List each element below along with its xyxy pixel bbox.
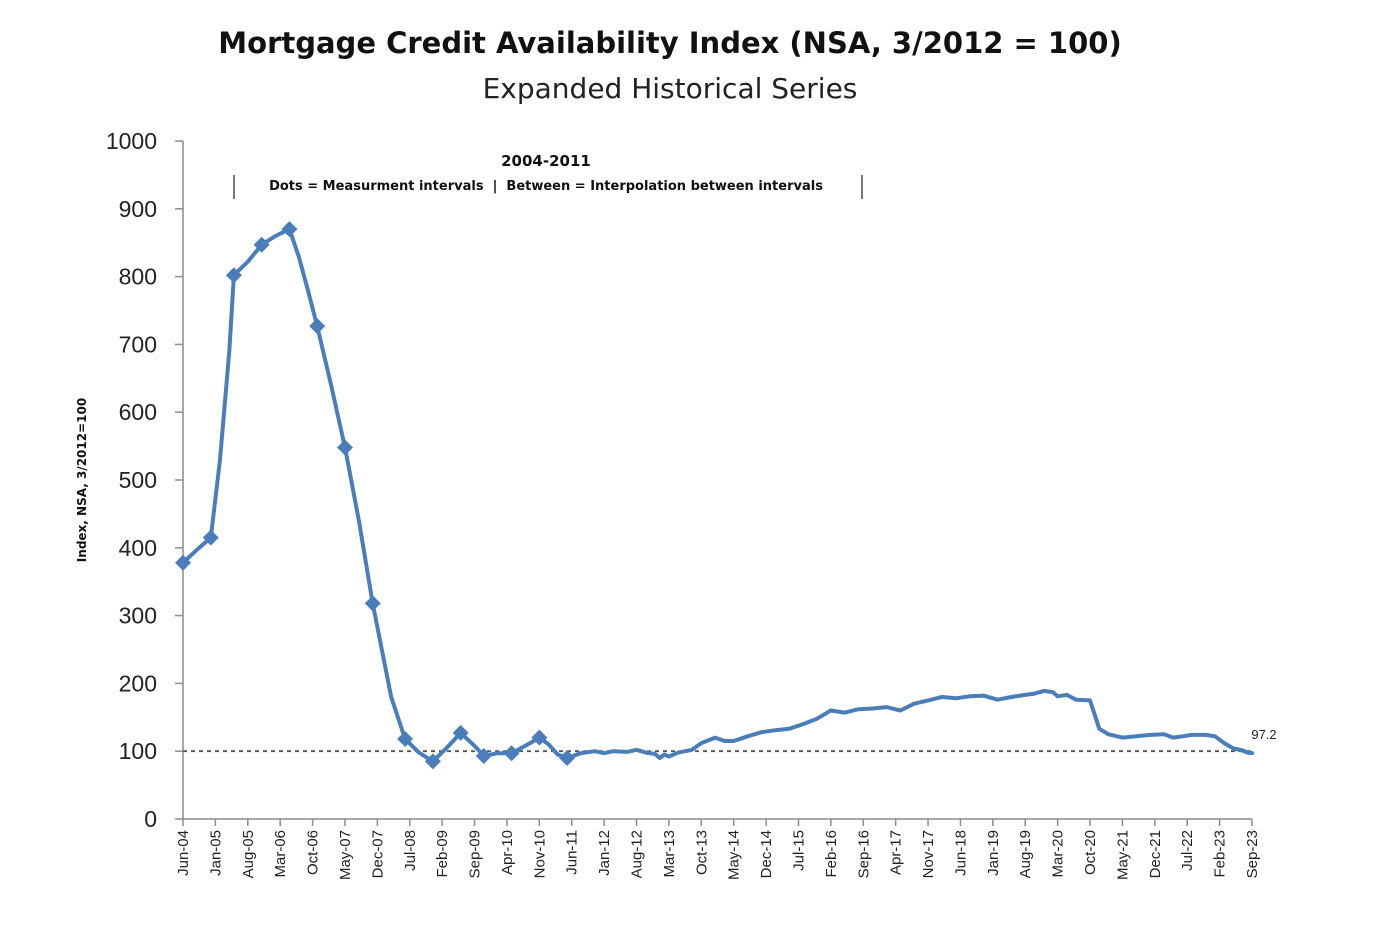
x-tick-label: Sep-16	[855, 830, 872, 878]
mcai-series-line	[181, 227, 1254, 764]
data-point-marker	[309, 318, 326, 335]
data-point-marker	[531, 729, 548, 746]
data-point-marker	[175, 554, 191, 571]
y-axis-label: Index, NSA, 3/2012=100	[75, 398, 89, 562]
y-tick-label: 700	[119, 331, 157, 357]
x-tick-label: Mar-20	[1050, 830, 1067, 878]
data-point-marker	[225, 267, 242, 284]
y-tick-label: 300	[119, 603, 157, 629]
data-point-marker	[397, 730, 414, 747]
x-tick-label: Jun-18	[952, 830, 969, 876]
x-tick-label: Aug-19	[1017, 830, 1034, 878]
annotation-title: 2004-2011	[501, 152, 591, 170]
chart-title: Mortgage Credit Availability Index (NSA,…	[218, 26, 1121, 60]
x-tick-label: Nov-10	[531, 830, 548, 878]
x-tick-label: Sep-23	[1244, 830, 1261, 878]
x-tick-label: Feb-16	[823, 830, 840, 878]
data-point-marker	[452, 724, 469, 741]
x-tick-label: Oct-20	[1082, 830, 1099, 875]
x-tick-label: Mar-13	[661, 830, 678, 878]
x-tick-label: Aug-05	[240, 830, 257, 878]
x-tick-label: Oct-13	[693, 830, 710, 875]
x-tick-label: Dec-14	[758, 830, 775, 878]
series-layer	[175, 221, 1254, 770]
x-tick-label: May-14	[726, 830, 743, 880]
data-point-marker	[253, 236, 270, 253]
x-tick-label: Feb-23	[1212, 830, 1229, 878]
data-point-marker	[202, 529, 219, 546]
y-tick-label: 200	[119, 670, 157, 696]
x-tick-label: Jun-04	[175, 830, 192, 876]
x-tick-label: Jan-05	[207, 830, 224, 876]
x-tick-label: Apr-10	[499, 830, 516, 875]
annotation-text: Dots = Measurment intervals | Between = …	[269, 179, 823, 194]
data-point-marker	[424, 753, 441, 770]
axes: 0 100 200 300 400 500 600 700 800 900 1000 Jun-04 Ja…	[106, 128, 1261, 880]
x-tick-label: Oct-06	[305, 830, 322, 875]
x-tick-label: Jan-12	[596, 830, 613, 876]
x-tick-label: Aug-12	[629, 830, 646, 878]
y-tick-label: 900	[119, 196, 157, 222]
data-point-marker	[503, 745, 520, 762]
y-tick-label: 1000	[106, 128, 157, 154]
data-point-marker	[559, 749, 576, 766]
x-tick-label: Jun-11	[564, 830, 581, 875]
data-point-marker	[281, 221, 298, 238]
x-tick-label: Nov-17	[920, 830, 937, 878]
end-value-label: 97.2	[1251, 727, 1276, 742]
y-tick-label: 800	[119, 264, 157, 290]
x-tick-label: Jul-22	[1179, 830, 1196, 871]
y-tick-label: 500	[119, 467, 157, 493]
x-tick-label: Jul-15	[790, 830, 807, 871]
x-tick-label: Jul-08	[402, 830, 419, 871]
chart-subtitle: Expanded Historical Series	[483, 72, 858, 105]
x-tick-label: Mar-06	[272, 830, 289, 878]
y-tick-label: 600	[119, 399, 157, 425]
x-tick-label: Feb-09	[434, 830, 451, 878]
data-point-marker	[475, 747, 492, 764]
x-tick-label: Jan-19	[985, 830, 1002, 876]
x-tick-label: May-21	[1114, 830, 1131, 880]
data-point-marker	[364, 595, 381, 612]
y-tick-label: 0	[144, 806, 157, 832]
x-tick-label: Dec-07	[369, 830, 386, 878]
x-tick-label: Sep-09	[467, 830, 484, 878]
y-tick-label: 100	[119, 738, 157, 764]
data-point-marker	[336, 439, 353, 456]
x-tick-label: May-07	[337, 830, 354, 880]
x-tick-label: Dec-21	[1147, 830, 1164, 878]
y-tick-label: 400	[119, 535, 157, 561]
x-tick-label: Apr-17	[888, 830, 905, 875]
